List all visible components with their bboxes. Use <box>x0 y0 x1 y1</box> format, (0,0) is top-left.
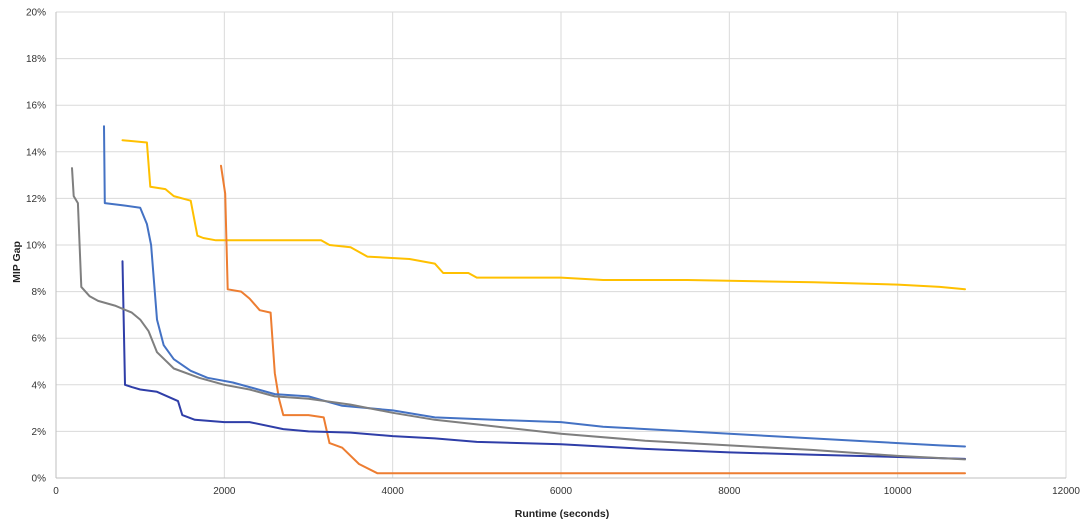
x-tick-label: 12000 <box>1052 486 1080 497</box>
y-tick-label: 2% <box>32 427 47 438</box>
series-line-1 <box>121 139 966 291</box>
series-line-2 <box>220 164 966 475</box>
x-tick-label: 4000 <box>382 486 405 497</box>
y-tick-label: 16% <box>26 101 46 112</box>
x-axis-title: Runtime (seconds) <box>515 508 610 520</box>
series-lines <box>71 125 966 475</box>
y-tick-label: 18% <box>26 54 46 65</box>
x-tick-label: 8000 <box>718 486 741 497</box>
y-tick-label: 12% <box>26 194 46 205</box>
y-tick-label: 6% <box>32 334 47 345</box>
y-axis-title: MIP Gap <box>11 241 23 283</box>
y-tick-label: 14% <box>26 147 46 158</box>
gridlines <box>56 11 1067 478</box>
axes <box>55 12 1066 479</box>
series-line-4 <box>121 260 966 460</box>
y-tick-label: 4% <box>32 380 47 391</box>
x-tick-label: 2000 <box>213 486 236 497</box>
y-tick-label: 10% <box>26 241 46 252</box>
x-tick-label: 6000 <box>550 486 573 497</box>
tick-labels: 0% 2% 4% 6% 8% 10% 12% 14% 16% 18% 20% 0 2000 4000 600… <box>26 8 1080 498</box>
series-line-5 <box>71 167 966 461</box>
y-tick-label: 20% <box>26 8 46 19</box>
series-line-3 <box>103 125 966 448</box>
x-tick-label: 0 <box>53 486 59 497</box>
x-tick-label: 10000 <box>884 486 912 497</box>
y-tick-label: 8% <box>32 287 47 298</box>
y-tick-label: 0% <box>32 474 47 485</box>
